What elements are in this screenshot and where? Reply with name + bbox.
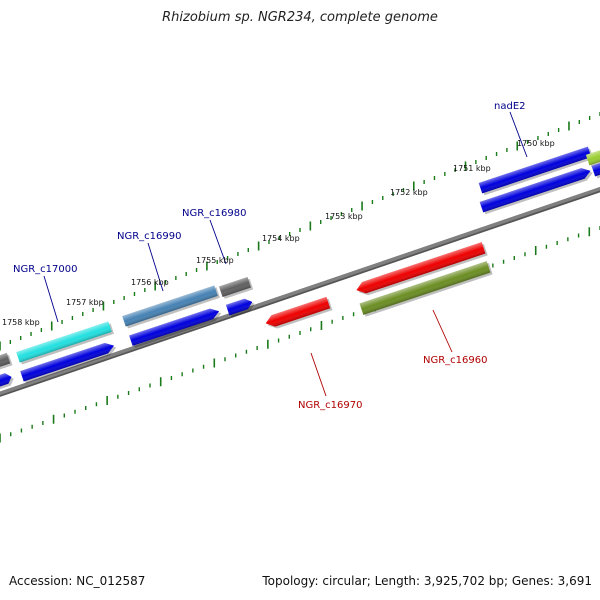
outer-tick-track [0, 112, 600, 351]
kbp-tick-label: 1752 kbp [390, 188, 428, 197]
kbp-tick-label: 1754 kbp [262, 234, 300, 243]
cds-arrow-blue-6[interactable] [0, 371, 15, 391]
leader-line [147, 242, 164, 292]
map-title: Rhizobium sp. NGR234, complete genome [162, 10, 438, 25]
gene-label-ngr-c17000[interactable]: NGR_c17000 [13, 264, 78, 275]
cds-feature-lime[interactable] [585, 146, 600, 168]
leader-line [209, 219, 227, 265]
cds-ngr-c16990[interactable] [122, 285, 220, 329]
kbp-tick-label: 1753 kbp [325, 212, 363, 221]
gene-label-ngr-c16990[interactable]: NGR_c16990 [117, 231, 182, 242]
leader-line [509, 111, 528, 158]
cds-ngr-c17000[interactable] [16, 321, 114, 365]
kbp-tick-label: 1757 kbp [66, 298, 104, 307]
kbp-tick-label: 1751 kbp [453, 164, 491, 173]
feature-track [0, 146, 600, 391]
kbp-tick-label: 1750 kbp [517, 139, 555, 148]
cds-arrow-blue-2[interactable] [591, 161, 600, 179]
leader-line [432, 309, 453, 353]
genome-summary-text: Topology: circular; Length: 3,925,702 bp… [262, 574, 592, 588]
cds-feature-grey[interactable] [219, 277, 254, 300]
cds-arrow-blue-4[interactable] [129, 306, 223, 349]
cds-feature-olive[interactable] [359, 261, 493, 318]
leader-line [310, 352, 327, 397]
backbone-group [0, 186, 600, 397]
kbp-tick-label: 1756 kbp [131, 278, 169, 287]
gene-label-ngr-c16980[interactable]: NGR_c16980 [182, 208, 247, 219]
kbp-tick-label: 1758 kbp [2, 318, 40, 327]
cds-ngr-c16960[interactable] [355, 242, 488, 299]
kbp-tick-label: 1755 kbp [196, 256, 234, 265]
label-leader-lines [43, 111, 528, 397]
leader-line [43, 275, 59, 323]
cds-ngr-c16970[interactable] [264, 296, 333, 331]
cds-arrow-blue-5[interactable] [20, 340, 118, 384]
cds-arrow-blue-3[interactable] [225, 296, 256, 318]
cds-feature-grey-edge[interactable] [0, 352, 13, 371]
cds-arrow-blue-1[interactable] [479, 165, 595, 215]
genome-backbone [0, 186, 600, 396]
cds-nadE2[interactable] [478, 146, 594, 196]
accession-text: Accession: NC_012587 [9, 574, 146, 588]
gene-label-ngr-c16960[interactable]: NGR_c16960 [423, 355, 488, 366]
label-layer: 1750 kbp 1751 kbp 1752 kbp 1753 kbp 1754 kbp… [2, 101, 555, 411]
gene-label-ngr-c16970[interactable]: NGR_c16970 [298, 400, 363, 411]
gene-label-nadE2[interactable]: nadE2 [494, 101, 526, 112]
